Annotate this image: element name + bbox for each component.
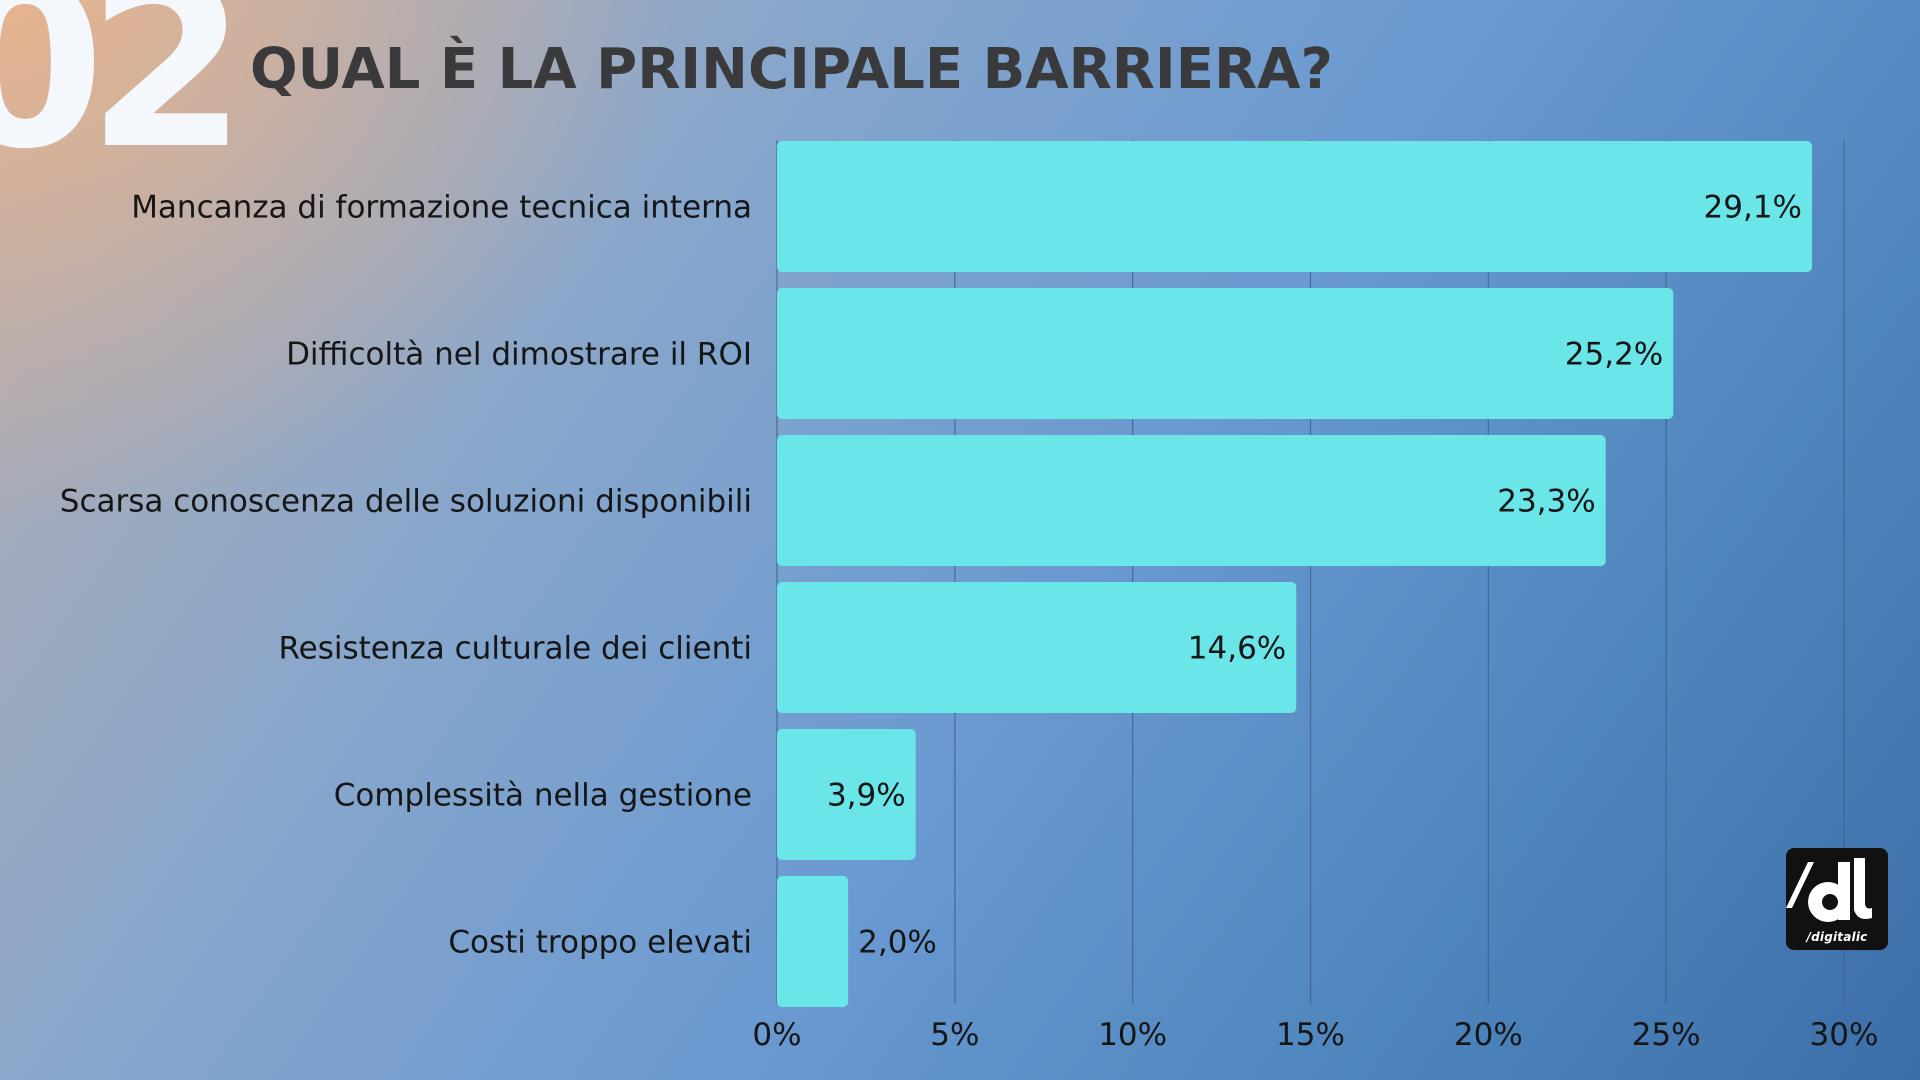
x-axis-ticks: 0% 5% 10% 15% 20% 25% 30% [752, 1017, 1878, 1053]
bar [777, 729, 916, 860]
category-label: Mancanza di formazione tecnica interna [131, 190, 752, 226]
category-label: Difficoltà nel dimostrare il ROI [286, 337, 752, 373]
bar [777, 288, 1674, 419]
bar [777, 141, 1812, 272]
category-label: Costi troppo elevati [448, 925, 752, 961]
labels: Mancanza di formazione tecnica interna 29… [60, 190, 1802, 961]
value-label: 14,6% [1188, 631, 1286, 667]
bar [777, 582, 1297, 713]
logo-text: /digitalic [1806, 930, 1868, 944]
x-tick-label: 0% [752, 1017, 801, 1053]
value-label: 3,9% [827, 778, 906, 814]
dl-logo-icon [1786, 858, 1872, 922]
bars [777, 141, 1812, 1007]
page-title: QUAL È LA PRINCIPALE BARRIERA? [250, 37, 1333, 102]
category-label: Scarsa conoscenza delle soluzioni dispon… [60, 484, 752, 520]
x-tick-label: 25% [1632, 1017, 1701, 1053]
category-label: Resistenza culturale dei clienti [279, 631, 753, 667]
x-tick-label: 10% [1098, 1017, 1167, 1053]
category-label: Complessità nella gestione [334, 778, 752, 814]
section-number: 02 [0, 0, 247, 200]
value-label: 25,2% [1565, 337, 1663, 373]
bar [777, 876, 849, 1007]
x-tick-label: 30% [1810, 1017, 1879, 1053]
value-label: 2,0% [858, 925, 937, 961]
x-tick-label: 20% [1454, 1017, 1523, 1053]
value-label: 23,3% [1497, 484, 1595, 520]
value-label: 29,1% [1704, 190, 1802, 226]
bar [777, 435, 1606, 566]
x-tick-label: 5% [930, 1017, 979, 1053]
x-tick-label: 15% [1276, 1017, 1345, 1053]
brand-logo: /digitalic [1786, 848, 1888, 950]
